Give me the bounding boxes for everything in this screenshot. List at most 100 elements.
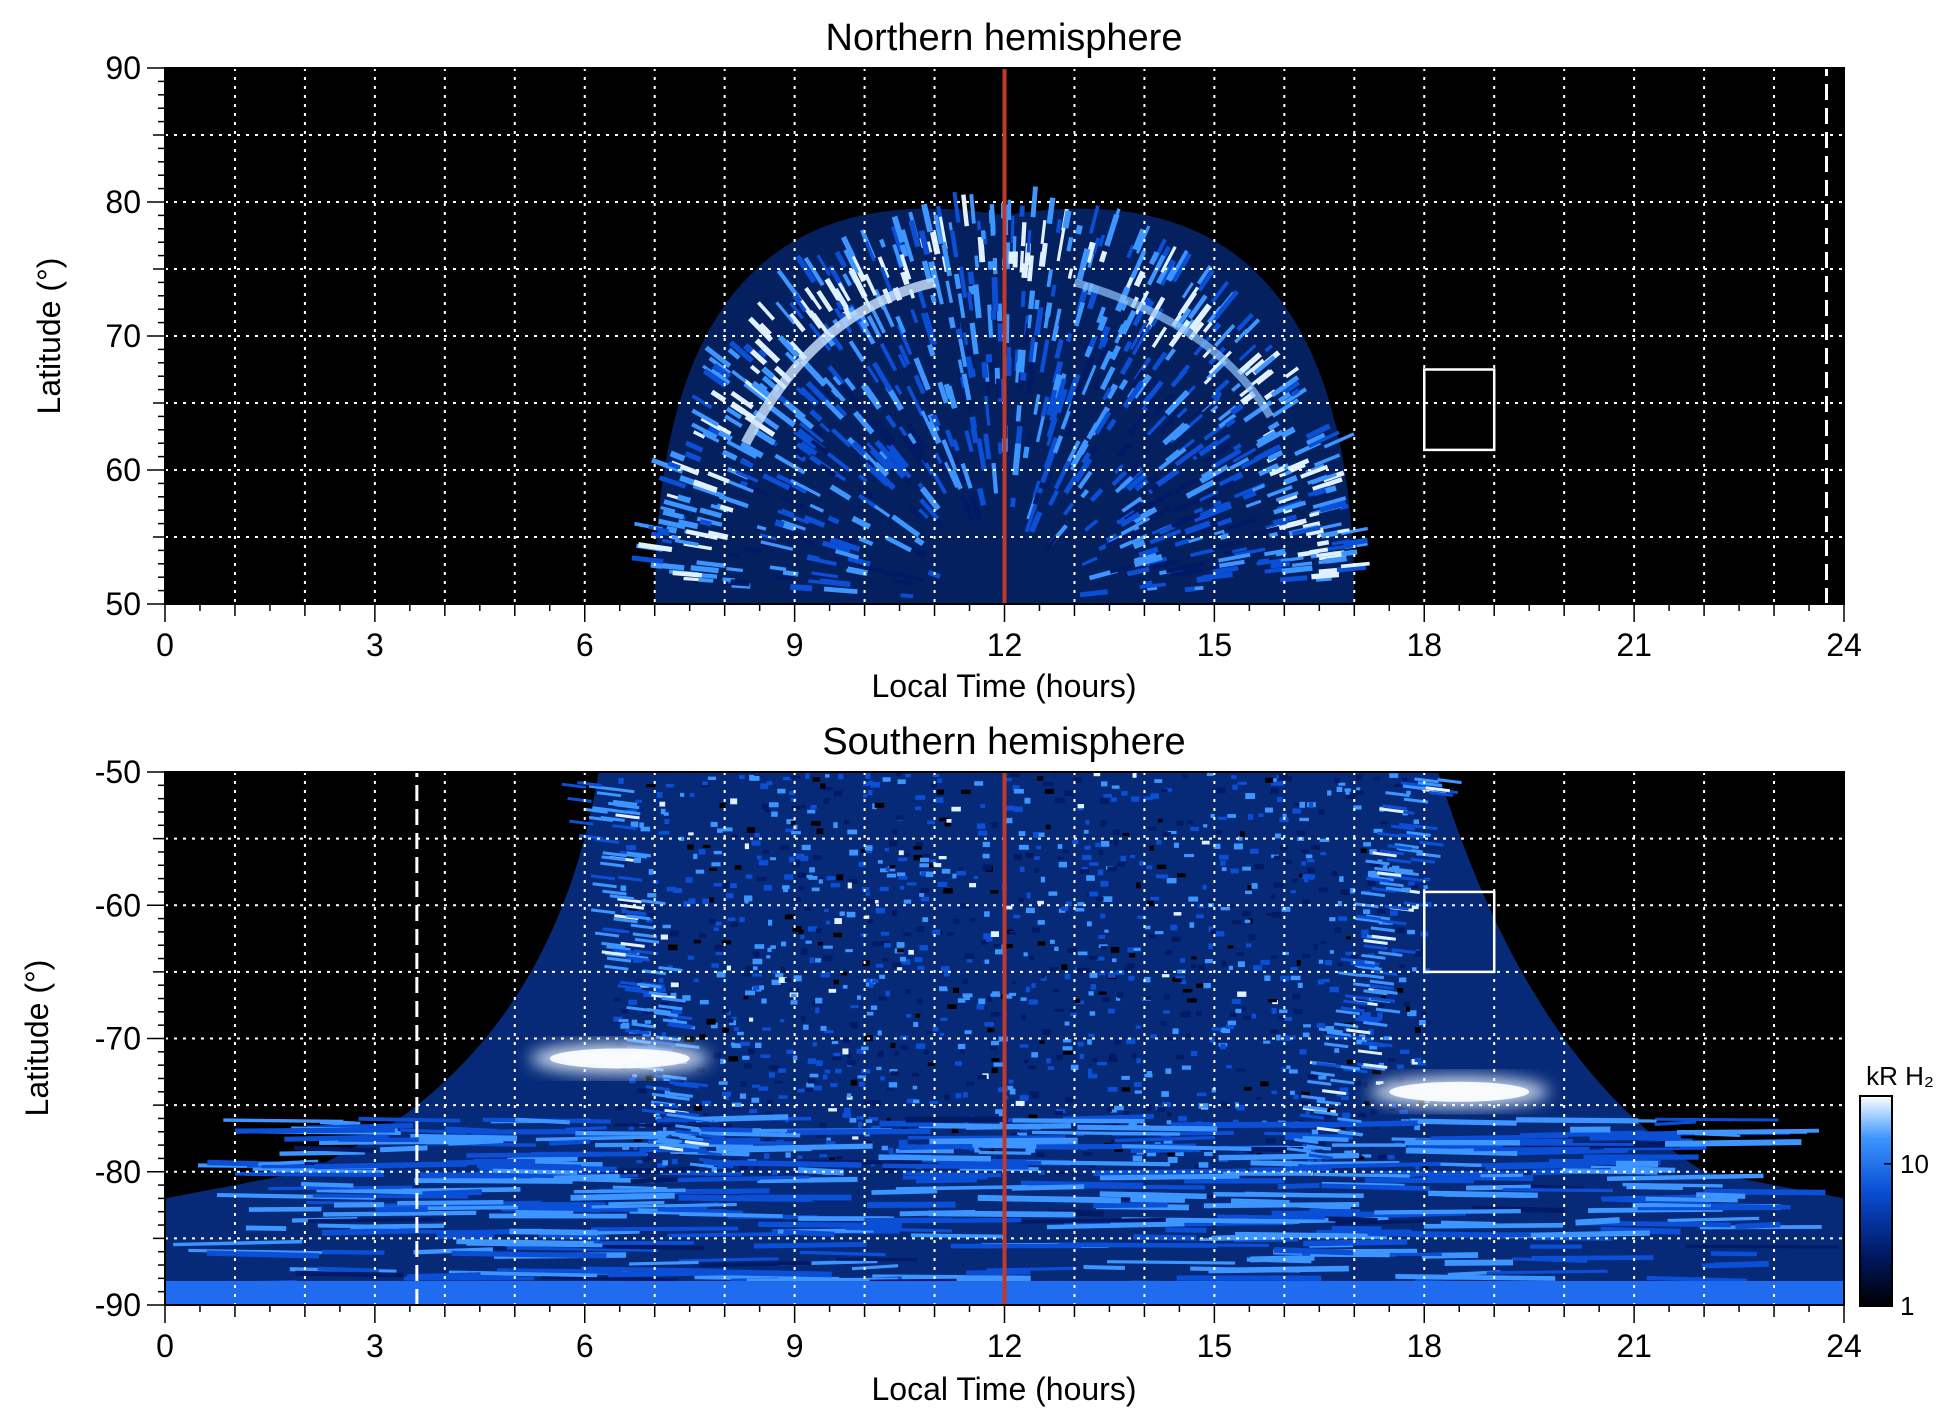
south-emission-streak [1324,1042,1349,1049]
north-emission-streak [900,271,910,286]
south-emission-streak [295,1270,404,1278]
south-emission-speckle [1100,798,1109,804]
south-emission-speckle [1077,951,1088,956]
south-emission-speckle [977,1074,987,1080]
south-emission-streak [621,910,647,917]
north-emission-streak [1148,251,1160,266]
south-emission-streak [601,950,627,957]
south-emission-speckle [943,970,950,977]
south-emission-speckle [882,958,889,962]
south-emission-speckle [906,882,917,886]
south-emission-speckle [1135,1025,1141,1029]
south-emission-speckle [800,934,805,940]
south-emission-speckle [1107,972,1116,978]
south-emission-speckle [872,803,877,810]
north-emission-streak [1142,580,1153,588]
south-x-tick-label: 12 [987,1328,1023,1364]
north-emission-streak [843,248,860,275]
south-emission-speckle [644,1020,651,1024]
south-emission-speckle [952,873,957,879]
south-emission-speckle [744,898,749,904]
south-emission-speckle [1177,969,1186,974]
south-emission-streak [606,956,632,963]
north-emission-streak [1309,547,1329,555]
south-emission-speckle [849,1118,857,1123]
south-emission-speckle [687,844,694,850]
north-emission-streak [726,439,758,459]
north-title: Northern hemisphere [826,17,1183,59]
south-emission-speckle [1270,955,1278,960]
south-emission-streak [1371,887,1397,894]
south-emission-speckle [860,849,868,853]
south-emission-speckle [1376,909,1386,914]
south-emission-streak [608,801,633,808]
north-emission-streak [1026,362,1036,395]
south-emission-speckle [832,1056,842,1060]
south-emission-speckle [1055,798,1065,804]
north-emission-streak [753,428,776,446]
south-x-axis: 0 3 6 9 12 15 18 21 24 [156,1305,1862,1364]
north-emission-streak [881,303,895,328]
south-emission-speckle [770,945,776,949]
north-emission-streak [908,505,924,520]
south-emission-streak [700,1261,812,1268]
south-emission-speckle [758,1086,769,1091]
north-emission-streak [910,308,919,324]
north-emission-streak [1067,268,1074,279]
south-emission-streak [1373,988,1398,995]
north-emission-streak [1151,351,1168,372]
south-emission-streak [1391,948,1416,955]
south-emission-speckle [1231,775,1237,779]
south-emission-streak [1168,1217,1300,1224]
south-emission-speckle [713,883,722,887]
south-emission-streak [515,1117,570,1125]
south-emission-speckle [1013,914,1021,919]
north-emission-streak [1278,494,1298,505]
south-emission-speckle [699,1034,706,1040]
north-emission-streak [974,255,980,268]
south-emission-speckle [1392,949,1397,955]
south-emission-speckle [1114,1039,1121,1045]
south-emission-speckle [786,1049,795,1054]
south-emission-speckle [1117,861,1126,867]
south-emission-speckle [1034,868,1039,873]
south-emission-speckle [1341,1095,1349,1100]
south-emission-speckle [1270,782,1281,786]
south-emission-speckle [1073,777,1082,784]
north-emission-streak [981,361,989,379]
south-emission-speckle [1076,967,1083,972]
south-emission-speckle [1149,934,1156,939]
south-emission-speckle [820,1025,827,1031]
north-emission-streak [1050,284,1057,297]
south-emission-speckle [959,866,964,871]
south-emission-speckle [696,1067,706,1073]
south-emission-speckle [1320,852,1327,856]
north-emission-streak [1202,571,1233,581]
north-emission-streak [1309,511,1320,518]
south-emission-speckle [849,849,859,856]
north-emission-streak [748,316,774,342]
south-emission-speckle [768,1065,778,1070]
south-emission-speckle [1030,1091,1040,1097]
south-emission-speckle [959,1048,965,1054]
north-emission-streak [816,254,832,277]
north-x-tick-label: 0 [156,627,174,663]
south-emission-streak [1083,1265,1125,1270]
south-emission-streak [1427,1173,1534,1181]
south-emission-speckle [1226,1103,1231,1109]
south-emission-speckle [710,1022,718,1029]
south-emission-speckle [865,773,871,779]
north-emission-streak [839,383,866,413]
north-emission-streak [949,230,959,258]
south-emission-streak [1385,886,1411,893]
south-emission-speckle [1213,843,1221,849]
south-emission-streak [907,1135,1066,1140]
north-emission-streak [951,452,967,484]
south-emission-streak [657,1207,744,1215]
south-emission-speckle [823,798,831,802]
south-emission-speckle [1282,813,1287,818]
north-emission-streak [1212,499,1222,507]
north-emission-streak [1270,560,1291,569]
south-emission-streak [1337,1117,1362,1124]
north-emission-streak [1043,397,1050,409]
